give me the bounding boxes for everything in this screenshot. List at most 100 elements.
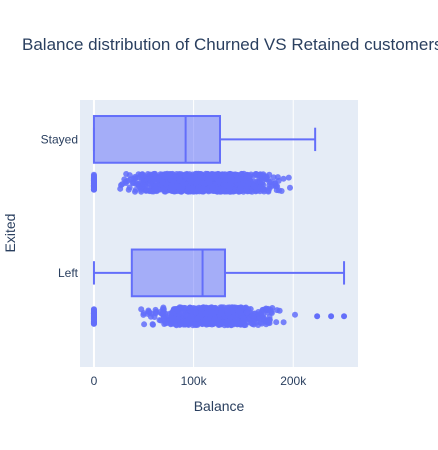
data-point xyxy=(191,321,198,328)
data-point xyxy=(280,175,287,182)
data-point xyxy=(176,177,183,184)
x-tick-label-0: 0 xyxy=(91,374,98,388)
data-point xyxy=(141,182,148,189)
y-category-labels: Stayed Left xyxy=(41,132,79,280)
box-layer xyxy=(92,115,346,298)
data-point xyxy=(273,319,280,326)
box-iqr xyxy=(130,248,226,298)
data-point xyxy=(238,170,245,177)
data-point xyxy=(150,176,157,183)
data-point xyxy=(274,174,281,181)
data-point xyxy=(192,309,199,316)
data-point xyxy=(138,306,145,313)
data-point xyxy=(211,316,218,323)
data-point xyxy=(189,185,196,192)
data-point xyxy=(151,313,158,320)
data-point xyxy=(235,308,242,315)
chart-title: Balance distribution of Churned VS Retai… xyxy=(22,35,438,54)
data-point xyxy=(262,175,269,182)
outlier-point-2 xyxy=(341,313,348,320)
data-point xyxy=(134,180,141,187)
data-point xyxy=(160,315,167,322)
data-point xyxy=(90,316,97,323)
data-point xyxy=(264,306,271,313)
y-category-label-1: Left xyxy=(58,266,79,280)
data-point xyxy=(178,185,185,192)
data-point xyxy=(90,311,97,318)
x-tick-label-1: 100k xyxy=(181,374,208,388)
data-point xyxy=(208,309,215,316)
data-point xyxy=(184,316,191,323)
data-point xyxy=(147,180,154,187)
data-point xyxy=(215,178,222,185)
outlier-point-1 xyxy=(328,313,335,320)
data-point xyxy=(157,173,164,180)
data-point xyxy=(160,186,167,193)
data-point xyxy=(226,305,233,312)
data-point xyxy=(153,308,160,315)
data-point xyxy=(90,180,97,187)
jitter-points xyxy=(90,170,348,329)
data-point xyxy=(202,304,209,311)
data-point xyxy=(121,176,128,183)
data-point xyxy=(266,316,273,323)
data-point xyxy=(209,184,216,191)
points-stayed xyxy=(90,170,293,195)
data-point xyxy=(181,304,188,311)
data-point xyxy=(194,315,201,322)
data-point xyxy=(159,178,166,185)
points-left xyxy=(90,304,348,329)
data-point xyxy=(202,310,209,317)
data-point xyxy=(182,172,189,179)
data-point xyxy=(141,321,148,328)
data-point xyxy=(202,316,209,323)
data-point xyxy=(142,187,149,194)
data-point xyxy=(90,320,97,327)
data-point xyxy=(217,319,224,326)
data-point xyxy=(261,317,268,324)
data-point xyxy=(183,312,190,319)
data-point xyxy=(225,310,232,317)
data-point xyxy=(252,171,259,178)
x-tick-label-2: 200k xyxy=(280,374,307,388)
outlier-point-0 xyxy=(314,313,321,320)
data-point xyxy=(271,180,278,187)
data-point xyxy=(234,176,241,183)
data-point xyxy=(90,176,97,183)
data-point xyxy=(168,187,175,194)
data-point xyxy=(236,321,243,328)
data-point xyxy=(145,308,152,315)
data-point xyxy=(286,184,293,191)
data-point xyxy=(224,318,231,325)
data-point xyxy=(168,182,175,189)
data-point xyxy=(285,174,292,181)
data-point xyxy=(199,180,206,187)
data-point xyxy=(292,311,299,318)
data-point xyxy=(250,183,257,190)
data-point xyxy=(138,188,145,195)
data-point xyxy=(197,173,204,180)
data-point xyxy=(219,186,226,193)
data-point xyxy=(256,174,263,181)
data-point xyxy=(160,304,167,311)
data-point xyxy=(190,175,197,182)
data-point xyxy=(140,311,147,318)
data-point xyxy=(218,307,225,314)
data-point xyxy=(237,184,244,191)
data-point xyxy=(125,186,132,193)
x-axis-title: Balance xyxy=(194,398,245,414)
data-point xyxy=(211,305,218,312)
data-point xyxy=(170,315,177,322)
y-category-label-0: Stayed xyxy=(41,132,78,146)
box-iqr xyxy=(92,115,221,164)
data-point xyxy=(243,309,250,316)
data-point xyxy=(90,186,97,193)
box-left xyxy=(92,248,346,298)
data-point xyxy=(212,174,219,181)
data-point xyxy=(240,315,247,322)
data-point xyxy=(206,179,213,186)
data-point xyxy=(249,188,256,195)
data-point xyxy=(194,178,201,185)
data-point xyxy=(137,172,144,179)
